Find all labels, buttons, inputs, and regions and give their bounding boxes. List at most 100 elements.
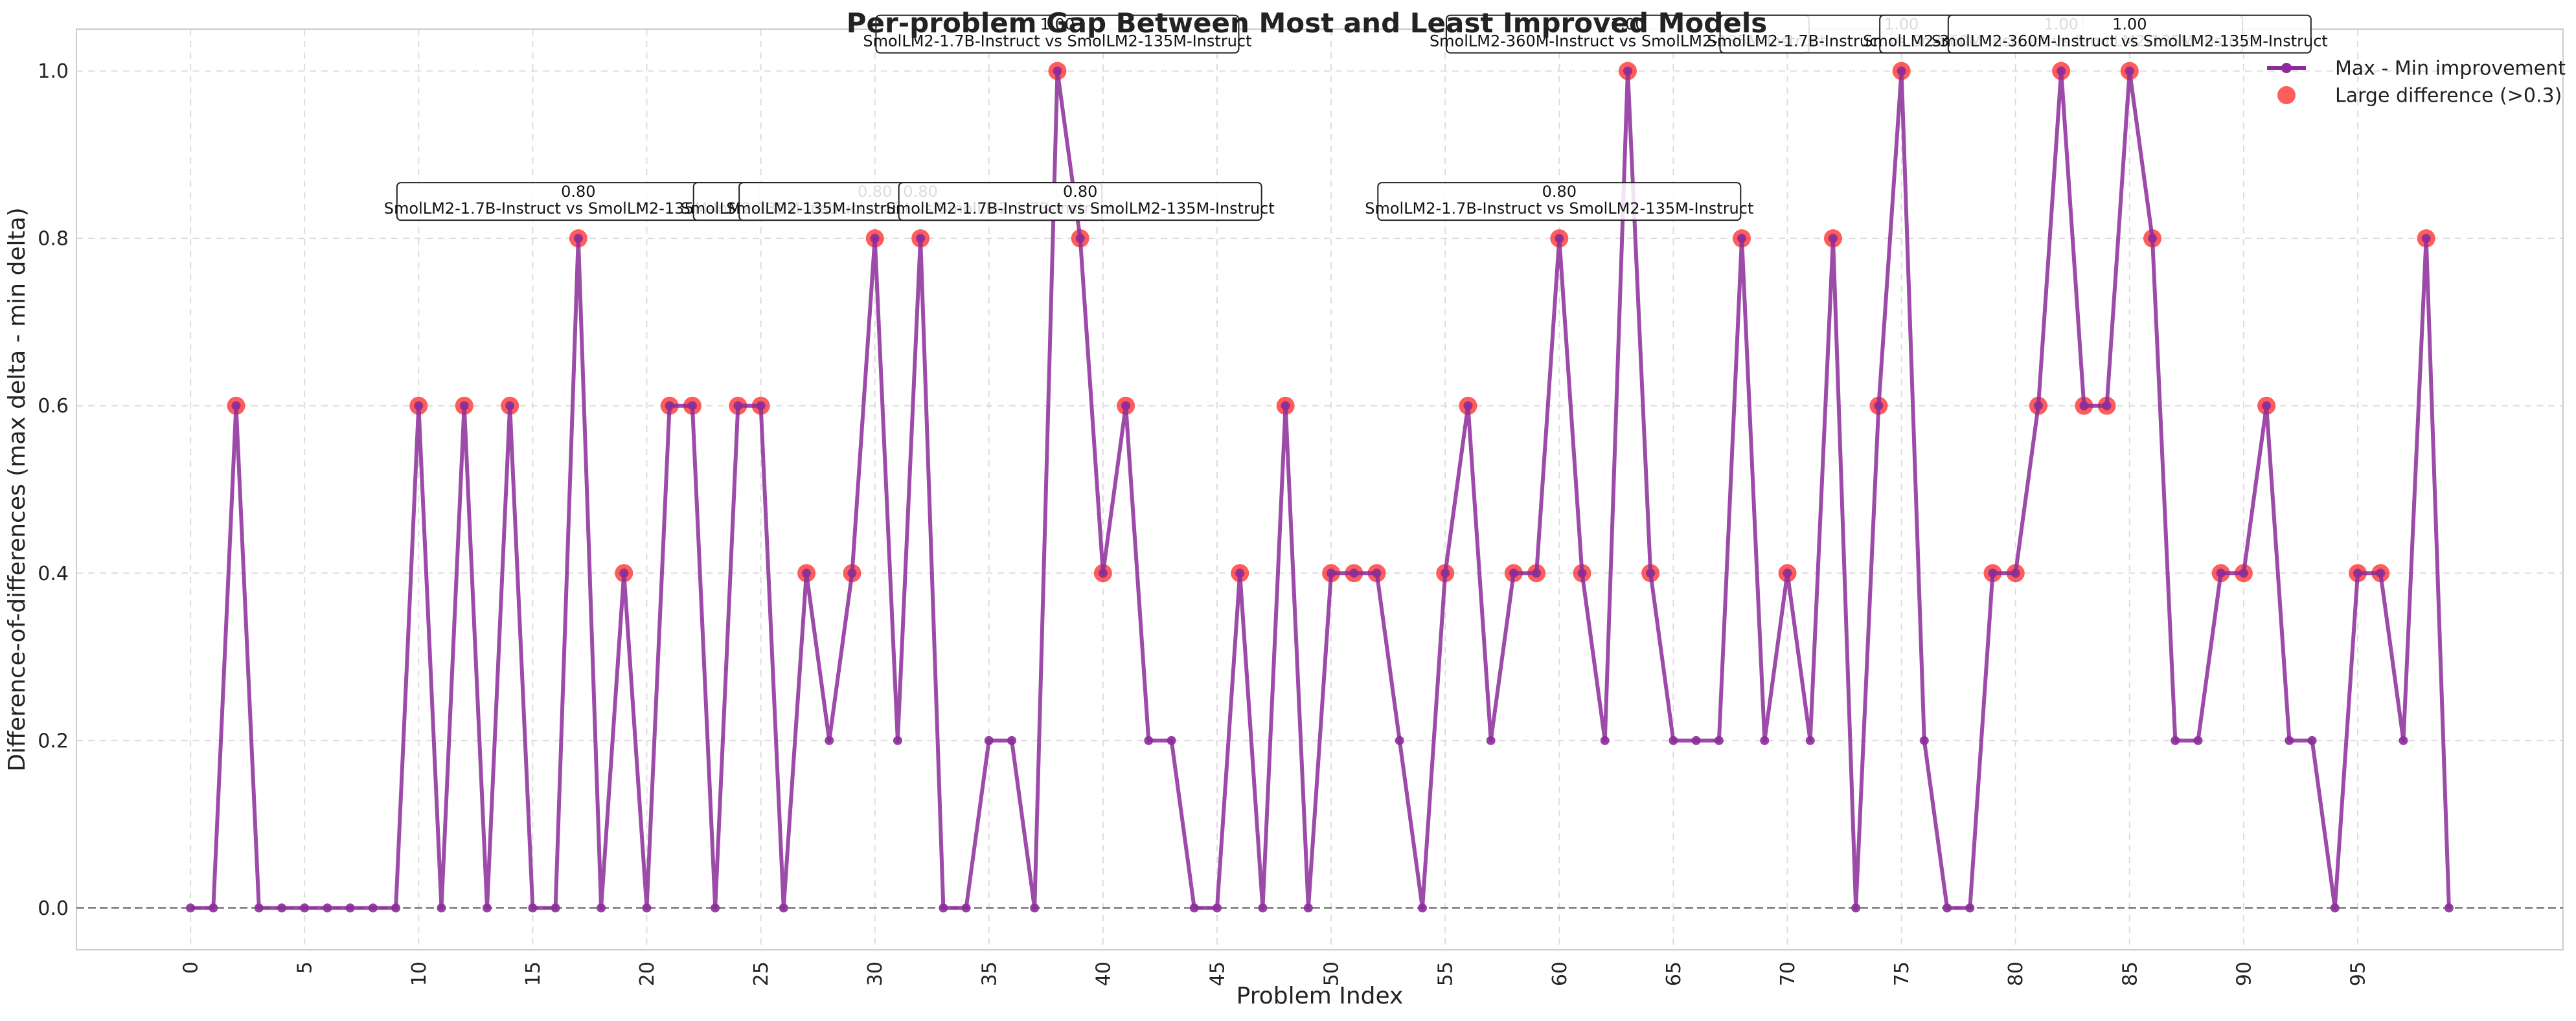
legend-swatch-point [2281,63,2292,73]
data-point [1441,568,1450,578]
data-point [2033,401,2043,410]
data-point [939,903,948,913]
data-point [1897,66,1906,76]
y-axis-title: Difference-of-differences (max delta - m… [4,207,30,771]
data-point [1327,568,1336,578]
data-point [1281,401,1290,410]
annotation-pair: SmolLM2-1.7B-Instruct vs SmolLM2-135M-In… [863,32,1251,50]
data-point [1669,735,1678,745]
data-point [1760,735,1770,745]
data-point [2148,234,2158,243]
data-point [231,401,241,410]
y-tick-label: 0.4 [38,563,69,585]
plot-frame [76,28,2564,950]
x-tick-label: 30 [864,961,887,986]
annotation-pair: SmolLM2-1.7B-Instruct vs SmolLM2-135M-In… [1365,199,1753,218]
data-point [756,401,766,410]
data-point [847,568,857,578]
x-tick-label: 60 [1549,961,1571,986]
data-point [1714,735,1724,745]
y-tick-label: 0.6 [38,395,69,418]
data-point [186,903,196,913]
data-point [437,903,446,913]
annotation-box [875,14,1240,54]
data-point [619,568,629,578]
data-point [209,903,218,913]
legend-label-line: Max - Min improvement [2335,58,2566,80]
x-tick-label: 20 [636,961,659,986]
data-point [1874,401,1884,410]
annotation-box [1377,182,1742,221]
y-tick-label: 0.2 [38,730,69,752]
data-point [2102,401,2112,410]
data-point [300,903,310,913]
data-point [2444,903,2454,913]
series-points [186,66,2454,913]
y-tick-labels: 0.0 0.2 0.4 0.6 0.8 1.0 [38,60,69,920]
x-tick-label: 45 [1207,961,1229,986]
x-tick-label: 35 [978,961,1001,986]
annotation-pair: SmolLM2-1.7B-Instruct vs SmolLM2-135M-In… [886,199,1275,218]
x-tick-label: 95 [2347,961,2370,986]
chart-title: Per-problem Gap Between Most and Least I… [847,7,1767,39]
data-point [1509,568,1518,578]
data-point [1783,568,1792,578]
x-tick-label: 40 [1092,961,1115,986]
data-point [961,903,971,913]
data-point [323,903,332,913]
data-point [642,903,652,913]
annotation-box [898,182,1262,221]
x-tick-labels: 0 5 10 15 20 25 30 35 40 45 50 55 60 65 70 75 80 85 90 95 [180,961,2370,986]
data-point [711,903,720,913]
annotation-value: 1.00 [1610,16,1645,34]
x-tick-label: 55 [1435,961,1457,986]
data-point [528,903,538,913]
data-point [2262,401,2272,410]
x-tick-label: 50 [1321,961,1343,986]
data-point [345,903,355,913]
data-point [893,735,902,745]
data-point [2421,234,2431,243]
data-point [597,903,606,913]
data-point [1235,568,1245,578]
x-tick-label: 5 [294,961,317,974]
data-point [277,903,286,913]
x-tick-label: 0 [180,961,203,974]
x-tick-label: 15 [522,961,545,986]
data-point [1851,903,1861,913]
data-point [1144,735,1154,745]
x-tick-label: 90 [2233,961,2255,986]
x-tick-label: 85 [2119,961,2141,986]
data-point [1189,903,1199,913]
data-point [1532,568,1542,578]
x-tick-label: 70 [1777,961,1799,986]
data-point [1258,903,1268,913]
y-tick-label: 0.8 [38,228,69,251]
data-point [459,401,469,410]
data-point [1349,568,1359,578]
data-point [391,903,401,913]
data-point [2171,735,2180,745]
data-point [1737,234,1747,243]
data-point [1988,568,1998,578]
data-point [1828,234,1838,243]
data-point [2193,735,2203,745]
data-point [2376,568,2386,578]
data-point [482,903,492,913]
data-point [1121,401,1131,410]
series-line [190,69,2451,910]
data-point [2239,568,2248,578]
data-point [802,568,812,578]
y-tick-label: 1.0 [38,60,69,83]
data-point [1395,735,1404,745]
legend-swatch-marker [2277,86,2296,104]
data-point [2216,568,2226,578]
data-point [665,401,674,410]
data-point [1075,234,1085,243]
